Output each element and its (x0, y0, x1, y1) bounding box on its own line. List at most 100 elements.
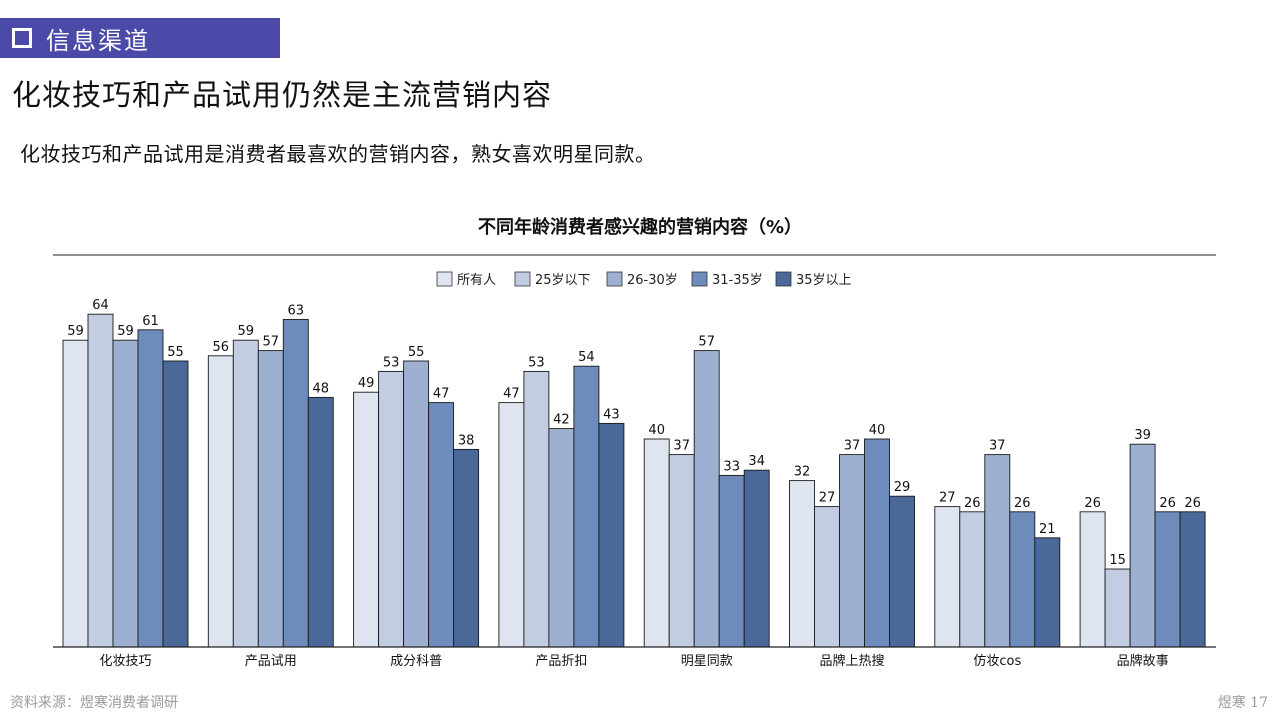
data-label: 47 (503, 387, 520, 402)
data-label: 34 (748, 454, 765, 469)
bar (984, 454, 1011, 648)
data-label: 26 (1014, 496, 1031, 511)
bar-chart: 所有人 25岁以下 26-30岁 31-35岁 35岁以上 59 64 59 61 55 化妆技巧 5… (53, 254, 1216, 669)
data-label: 37 (673, 439, 690, 454)
bar (207, 355, 234, 648)
legend-label-3: 31-35岁 (712, 273, 763, 288)
page-title: 化妆技巧和产品试用仍然是主流营销内容 (12, 78, 553, 112)
bar (743, 469, 770, 648)
data-label: 49 (358, 376, 375, 391)
bar (643, 438, 670, 648)
data-label: 39 (1134, 428, 1151, 443)
bar (403, 360, 430, 648)
legend-swatch-1 (514, 271, 531, 287)
data-label: 54 (578, 350, 595, 365)
data-label: 64 (92, 298, 109, 313)
bar (573, 365, 600, 648)
legend-swatch-3 (691, 271, 708, 287)
data-label: 59 (238, 324, 255, 339)
data-label: 55 (167, 345, 184, 360)
bar (87, 313, 114, 648)
x-tick-label: 化妆技巧 (99, 654, 151, 669)
data-label: 15 (1109, 553, 1126, 568)
data-label: 53 (383, 355, 400, 370)
data-label: 53 (528, 355, 545, 370)
bar (814, 506, 840, 648)
page-number: 煜寒 17 (1217, 695, 1268, 711)
bar (232, 339, 259, 648)
bar (257, 350, 284, 648)
data-label: 47 (433, 387, 450, 402)
bar (693, 350, 720, 648)
data-label: 57 (698, 335, 715, 350)
bar (959, 511, 986, 648)
bar (162, 360, 189, 648)
bar (1179, 511, 1206, 648)
data-label: 59 (67, 324, 84, 339)
bar (1009, 511, 1036, 648)
bar (282, 318, 309, 648)
data-label: 37 (989, 439, 1006, 454)
x-tick-label: 明星同款 (681, 654, 733, 669)
bar (453, 448, 480, 648)
x-tick-label: 产品折扣 (535, 654, 587, 669)
bar (1104, 568, 1131, 648)
bar (789, 480, 815, 648)
bar (523, 370, 550, 648)
legend-label-0: 所有人 (457, 273, 496, 288)
bar (428, 402, 455, 648)
x-tick-label: 仿妆cos (973, 654, 1021, 669)
data-label: 32 (794, 465, 811, 480)
bar (498, 402, 525, 648)
data-label: 42 (553, 413, 570, 428)
page-subtitle: 化妆技巧和产品试用是消费者最喜欢的营销内容，熟女喜欢明星同款。 (20, 142, 656, 166)
x-tick-label: 成分科普 (390, 654, 442, 669)
section-label: 信息渠道 (46, 26, 150, 55)
data-label: 38 (458, 433, 475, 448)
bar (1079, 511, 1106, 648)
bar (62, 339, 89, 648)
x-tick-label: 品牌上热搜 (819, 653, 884, 669)
square-icon (12, 28, 32, 48)
bar (548, 428, 575, 648)
data-label: 26 (1084, 496, 1101, 511)
legend-label-4: 35岁以上 (796, 273, 852, 288)
legend-label-1: 25岁以下 (535, 273, 591, 288)
data-label: 29 (894, 480, 911, 495)
data-label: 63 (288, 303, 305, 318)
data-label: 33 (723, 459, 740, 474)
bar (718, 474, 745, 648)
data-label: 26 (964, 496, 981, 511)
x-tick-label: 产品试用 (245, 654, 297, 669)
bar (1129, 443, 1156, 648)
data-label: 27 (939, 491, 956, 506)
legend-swatch-0 (436, 271, 453, 287)
bar (378, 370, 405, 648)
data-label: 61 (142, 314, 159, 329)
bar (889, 495, 915, 648)
bar (307, 396, 334, 648)
data-label: 37 (844, 439, 861, 454)
source-note: 资料来源：煜寒消费者调研 (10, 695, 178, 711)
legend-swatch-2 (606, 271, 623, 287)
bar (1154, 511, 1181, 648)
legend-swatch-4 (775, 271, 792, 287)
data-label: 26 (1159, 496, 1176, 511)
bar (839, 454, 865, 648)
section-tag: 信息渠道 (0, 18, 280, 58)
legend-label-2: 26-30岁 (627, 273, 678, 288)
bar (353, 391, 380, 648)
data-label: 55 (408, 345, 425, 360)
bar (598, 422, 625, 648)
data-label: 48 (313, 381, 330, 396)
data-label: 26 (1184, 496, 1201, 511)
bar (934, 506, 961, 648)
data-label: 56 (213, 340, 230, 355)
bar (864, 438, 890, 648)
data-label: 40 (869, 423, 886, 438)
bar (112, 339, 139, 648)
data-label: 21 (1039, 522, 1056, 537)
chart-title: 不同年龄消费者感兴趣的营销内容（%） (477, 217, 803, 238)
data-label: 40 (648, 423, 665, 438)
data-label: 43 (603, 407, 620, 422)
